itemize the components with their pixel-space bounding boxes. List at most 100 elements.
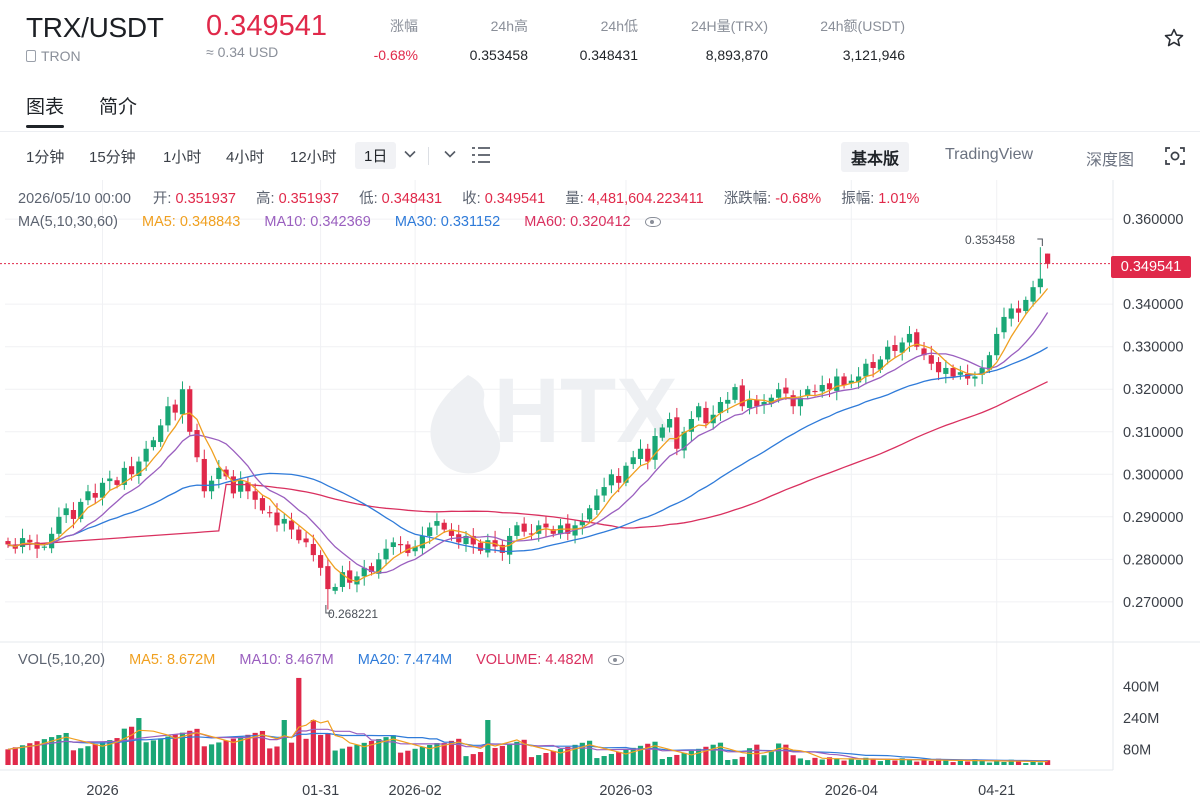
candle-body	[361, 567, 367, 577]
tab-chart[interactable]: 图表	[26, 92, 65, 128]
candle-body	[921, 348, 927, 356]
candle-body	[783, 387, 789, 394]
candle-body	[136, 461, 142, 476]
timeframe-15m[interactable]: 15分钟	[89, 149, 136, 166]
volume-bar	[536, 755, 542, 765]
candle-body	[107, 478, 113, 482]
volume-bar	[965, 761, 971, 765]
candle-body	[41, 546, 47, 548]
candle-body	[274, 512, 280, 526]
volume-bar	[725, 760, 731, 765]
volume-bar	[943, 760, 949, 765]
candle-body	[485, 540, 491, 553]
stat-value: -0.68%	[373, 47, 418, 63]
volume-bar	[979, 760, 985, 765]
chevron-down-icon[interactable]	[404, 149, 416, 159]
kline-chart[interactable]: 0.360000 0.340000 0.330000 0.320000 0.310000…	[0, 180, 1200, 808]
candle-body	[405, 544, 411, 553]
volume-bar	[892, 760, 898, 765]
candle-body	[19, 538, 26, 547]
candle-body	[957, 372, 963, 375]
timeframe-1m[interactable]: 1分钟	[26, 149, 65, 166]
candle-body	[681, 431, 687, 451]
volume-bar	[19, 745, 26, 765]
candle-body	[78, 501, 84, 519]
candle-body	[114, 480, 120, 485]
screenshot-icon[interactable]	[1164, 145, 1186, 167]
high-label: 高:	[256, 191, 275, 207]
tab-bar: 图表 简介	[0, 78, 1200, 132]
candle-body	[499, 544, 505, 553]
timeframe-1d[interactable]: 1日	[355, 142, 397, 169]
volume-bar	[216, 742, 222, 765]
candle-body	[310, 544, 316, 556]
candle-body	[470, 535, 476, 545]
candle-body	[238, 480, 244, 492]
volume-bar	[1037, 762, 1043, 765]
volume-bar	[957, 759, 963, 765]
volume-bar	[863, 757, 869, 765]
candle-body	[863, 363, 869, 377]
volume-bar	[550, 750, 556, 765]
candle-body	[688, 419, 694, 432]
tab-intro[interactable]: 简介	[99, 97, 138, 118]
indicators-icon[interactable]	[470, 146, 492, 164]
high-value: 0.351937	[278, 191, 340, 207]
ma30-value: MA30: 0.331152	[394, 214, 501, 230]
timeframe-1h[interactable]: 1小时	[163, 149, 202, 166]
stat-turnover: 24h额(USDT) 3,121,946	[790, 16, 905, 63]
volume-bar	[485, 720, 491, 765]
timeframe-12h[interactable]: 12小时	[290, 149, 337, 166]
stat-label: 24h高	[490, 18, 528, 34]
candle-body	[296, 529, 302, 541]
candle-body	[790, 395, 796, 407]
volume-bar	[834, 758, 840, 765]
vol-legend-label: VOL(5,10,20)	[18, 652, 106, 668]
volume-bar	[1030, 760, 1036, 765]
volume-bar	[790, 755, 796, 765]
candle-body	[877, 359, 883, 370]
price-tick-label: 0.330000	[1123, 340, 1183, 356]
indicator-dropdown-icon[interactable]	[444, 149, 456, 159]
star-outline-icon[interactable]	[1163, 27, 1185, 49]
ma60-value: MA60: 0.320412	[524, 214, 631, 230]
candle-body	[986, 355, 993, 370]
price-tick-label: 0.340000	[1123, 297, 1183, 313]
vol-visibility-eye-icon[interactable]	[607, 655, 624, 665]
price-tick-label: 0.280000	[1123, 552, 1183, 568]
chg-label: 涨跌幅:	[723, 191, 772, 207]
volume-bar	[41, 739, 47, 765]
timeframe-4h[interactable]: 4小时	[226, 149, 265, 166]
volume-bar	[238, 736, 244, 765]
candle-body	[601, 487, 607, 496]
volume-bar	[841, 760, 847, 765]
volume-bar	[608, 753, 615, 765]
volume-bar	[543, 753, 549, 765]
vol-value: 4,481,604.223411	[587, 191, 704, 207]
volume-bar	[49, 737, 55, 765]
view-basic[interactable]: 基本版	[841, 142, 910, 172]
candle-body	[717, 401, 724, 414]
kline-canvas[interactable]: 0.360000 0.340000 0.330000 0.320000 0.310000…	[0, 180, 1200, 808]
candle-body	[543, 523, 549, 528]
candle-body	[376, 559, 382, 574]
candle-body	[85, 491, 91, 501]
candle-body	[318, 555, 324, 568]
volume-bar	[267, 748, 273, 765]
amp-value: 1.01%	[878, 191, 920, 207]
candle-body	[1037, 278, 1043, 288]
volume-bar	[557, 748, 564, 765]
view-depth[interactable]: 深度图	[1086, 152, 1135, 169]
candle-body	[579, 521, 585, 526]
volume-bar	[819, 759, 825, 765]
candle-body	[281, 518, 287, 524]
ma-visibility-eye-icon[interactable]	[644, 217, 661, 227]
candle-body	[325, 566, 331, 590]
stat-label: 涨幅	[390, 18, 418, 34]
view-tradingview[interactable]: TradingView	[945, 146, 1034, 163]
candle-body	[427, 527, 433, 536]
volume-bar	[114, 738, 120, 765]
volume-bar	[281, 720, 287, 765]
ma5-value: MA5: 0.348843	[141, 214, 241, 230]
candle-body	[143, 448, 149, 462]
